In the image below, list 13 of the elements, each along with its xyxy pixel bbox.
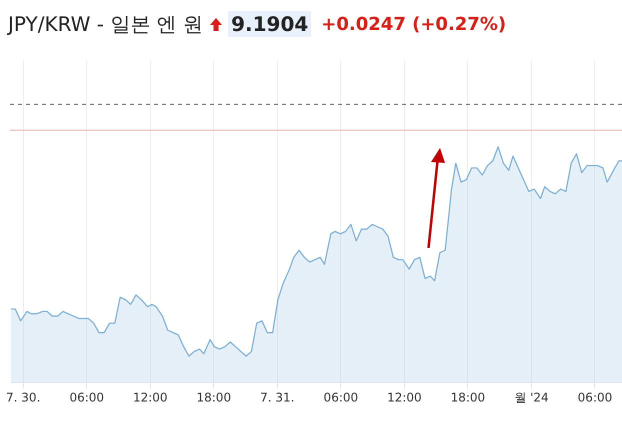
x-tick-label: 06:00 (69, 390, 104, 404)
x-tick-label: 7. 30. (6, 390, 40, 404)
x-tick-label: 06:00 (324, 390, 358, 404)
text: 9.1904 (228, 11, 312, 37)
x-tick-label: 12:00 (132, 390, 168, 404)
x-tick-label: 18:00 (450, 390, 486, 404)
x-tick-label: 12:00 (387, 390, 422, 404)
text: +0.0247 (+0.27%) (321, 14, 506, 34)
x-tick-label: 06:00 (578, 390, 612, 404)
chart-title: JPY/KRW - 일본 엔 원 (8, 10, 204, 38)
x-tick-label: 18:00 (196, 390, 232, 404)
x-tick-label: 7. 31. (260, 390, 295, 404)
x-tick-label: 월 '24 (514, 390, 549, 404)
